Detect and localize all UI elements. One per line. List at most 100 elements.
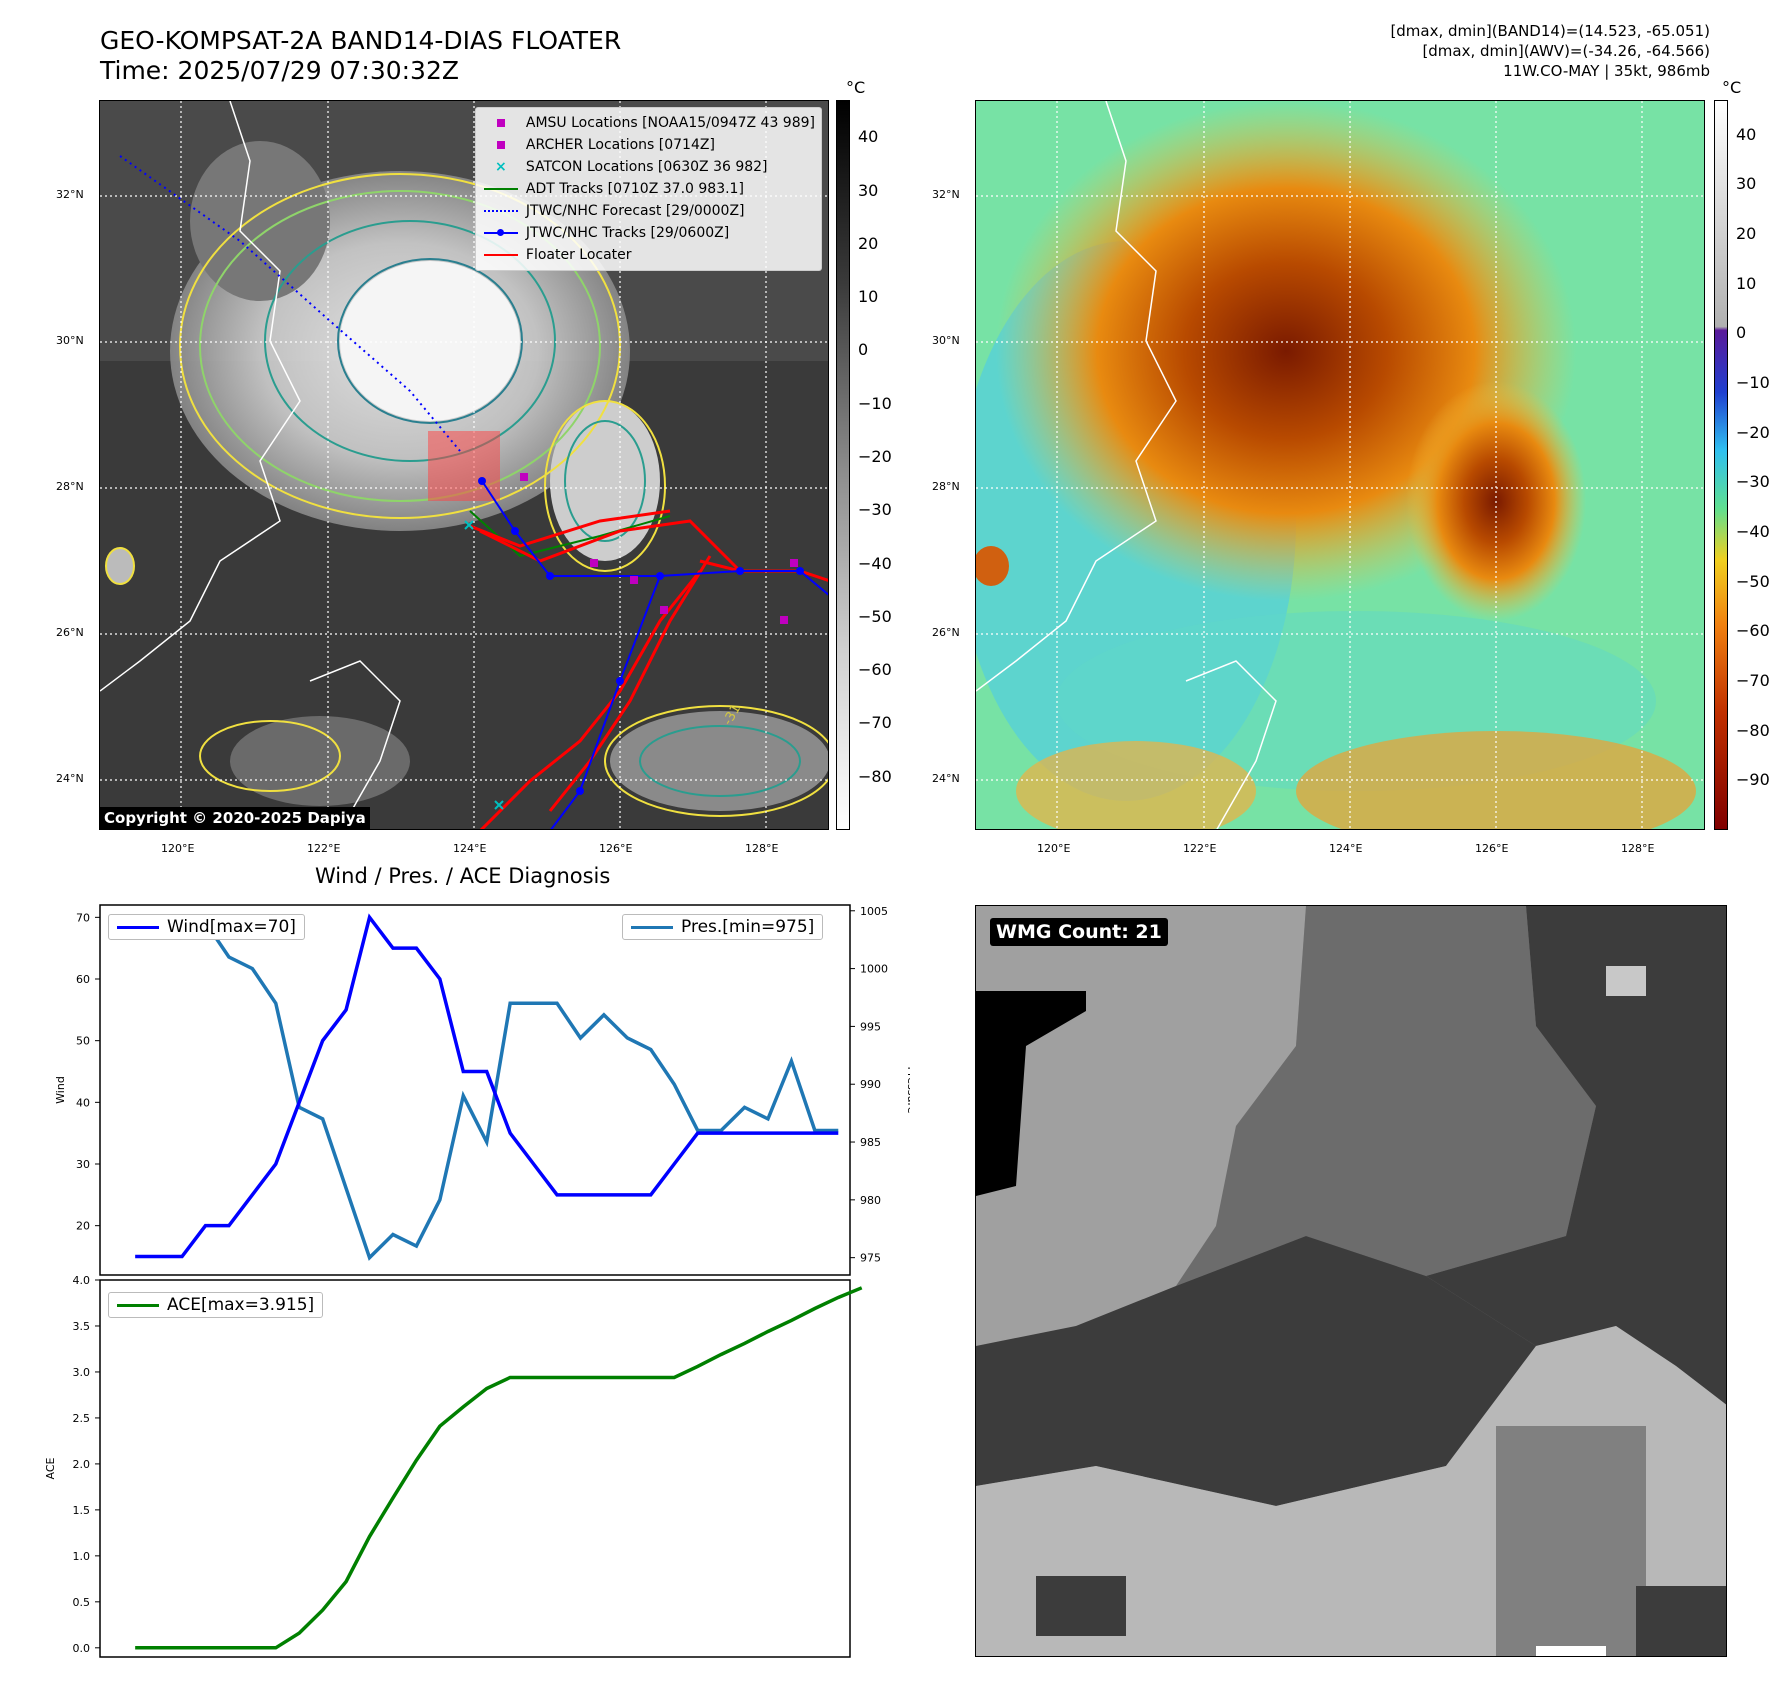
colorbar-tick: 40 — [858, 127, 879, 147]
colorbar-tick: −60 — [1736, 621, 1770, 641]
colorbar-tick: 40 — [1736, 124, 1757, 144]
awv-stats: [dmax, dmin](AWV)=(-34.26, -64.566) — [1422, 42, 1710, 60]
awv-colorbar-unit: °C — [1722, 78, 1742, 97]
colorbar-tick: −10 — [858, 393, 892, 413]
track-legend: AMSU Locations [NOAA15/0947Z 43 989] ARC… — [474, 107, 822, 271]
pressure-series-line — [135, 920, 839, 1261]
colorbar-tick: 0 — [1736, 323, 1747, 343]
colorbar-tick: −70 — [1736, 671, 1770, 691]
colorbar-tick: −30 — [1736, 472, 1770, 492]
awv-lat-tick: 28°N — [932, 480, 960, 493]
awv-lat-tick: 30°N — [932, 334, 960, 347]
legend-floater: Floater Locater — [482, 244, 815, 266]
colorbar-tick: −40 — [1736, 522, 1770, 542]
colorbar-tick: −60 — [858, 660, 892, 680]
awv-lon-tick: 120°E — [1037, 842, 1071, 855]
ace-axis-label: ACE — [44, 1457, 57, 1479]
pressure-legend: Pres.[min=975] — [622, 914, 824, 940]
band14-stats: [dmax, dmin](BAND14)=(14.523, -65.051) — [1390, 22, 1710, 40]
pressure-tick-label: 975 — [860, 1252, 881, 1265]
ir-lon-tick: 122°E — [307, 842, 341, 855]
copyright-label: Copyright © 2020-2025 Dapiya — [100, 807, 370, 829]
ir-lon-tick: 128°E — [745, 842, 779, 855]
plot-frame — [99, 1279, 851, 1658]
pressure-tick-label: 1005 — [860, 905, 888, 918]
legend-forecast: JTWC/NHC Forecast [29/0000Z] — [482, 200, 815, 222]
pressure-axis-label: Pressure — [905, 1067, 910, 1114]
legend-adt: ADT Tracks [0710Z 37.0 983.1] — [482, 178, 815, 200]
colorbar-tick: 0 — [858, 340, 869, 360]
awv-lat-tick: 24°N — [932, 772, 960, 785]
ir-lon-tick: 120°E — [161, 842, 195, 855]
wind-legend: Wind[max=70] — [108, 914, 305, 940]
wind-tick-label: 50 — [76, 1035, 90, 1048]
awv-map-panel — [975, 100, 1705, 830]
wind-pressure-chart: 20 30 40 50 60 70 975 980 985 990 995 1000 1005 Wind P… — [54, 904, 910, 1276]
wind-tick-label: 60 — [76, 973, 90, 986]
ir-lat-tick: 26°N — [56, 626, 84, 639]
figure-time: Time: 2025/07/29 07:30:32Z — [100, 56, 459, 85]
legend-satcon: × SATCON Locations [0630Z 36 982] — [495, 159, 768, 175]
colorbar-tick: −50 — [1736, 571, 1770, 591]
ace-tick-label: 0.5 — [73, 1596, 91, 1609]
ace-tick-label: 1.5 — [73, 1504, 91, 1517]
wmg-panel: WMG Count: 21 — [975, 905, 1727, 1657]
colorbar-tick: −70 — [858, 713, 892, 733]
ir-colorbar-unit: °C — [846, 78, 866, 97]
ace-tick-label: 1.0 — [73, 1550, 91, 1563]
colorbar-tick: 20 — [1736, 224, 1757, 244]
colorbar-tick: 20 — [858, 233, 879, 253]
colorbar-tick: −20 — [858, 447, 892, 466]
ir-lat-tick: 30°N — [56, 334, 84, 347]
plot-frame — [99, 904, 851, 1276]
ir-lon-tick: 126°E — [599, 842, 633, 855]
colorbar-tick: −40 — [858, 553, 892, 573]
awv-map-image — [976, 101, 1704, 829]
legend-archer: ARCHER Locations [0714Z] — [482, 134, 815, 156]
storm-info: 11W.CO-MAY | 35kt, 986mb — [1503, 62, 1710, 80]
awv-lat-tick: 26°N — [932, 626, 960, 639]
colorbar-tick: 10 — [858, 287, 879, 307]
ir-map-panel: -31 Copyright © 2020-2025 Dapiya AMSU Lo… — [99, 100, 829, 830]
ace-tick-label: 2.5 — [73, 1412, 91, 1425]
awv-lon-tick: 122°E — [1183, 842, 1217, 855]
ace-series-line — [135, 1286, 863, 1650]
pressure-tick-label: 980 — [860, 1194, 881, 1207]
ace-tick-label: 4.0 — [73, 1274, 91, 1287]
pressure-tick-label: 1000 — [860, 963, 888, 976]
wmg-image — [976, 906, 1726, 1656]
colorbar-tick: 30 — [1736, 174, 1757, 194]
ace-tick-label: 3.0 — [73, 1366, 91, 1379]
ace-tick-label: 0.0 — [73, 1642, 91, 1655]
ir-lat-tick: 24°N — [56, 772, 84, 785]
diagnosis-title: Wind / Pres. / ACE Diagnosis — [315, 864, 611, 888]
colorbar-tick: 10 — [1736, 273, 1757, 293]
colorbar-tick: −90 — [1736, 770, 1770, 790]
awv-lat-tick: 32°N — [932, 188, 960, 201]
legend-tracks: JTWC/NHC Tracks [29/0600Z] — [482, 222, 815, 244]
pressure-tick-label: 990 — [860, 1078, 881, 1091]
colorbar-tick: 30 — [858, 180, 879, 200]
colorbar-tick: −30 — [858, 500, 892, 520]
colorbar-tick: −10 — [1736, 373, 1770, 393]
wmg-count-label: WMG Count: 21 — [990, 918, 1168, 946]
awv-lon-tick: 124°E — [1329, 842, 1363, 855]
wind-tick-label: 30 — [76, 1158, 90, 1171]
ir-lat-tick: 28°N — [56, 480, 84, 493]
ir-lat-tick: 32°N — [56, 188, 84, 201]
wind-series-line — [135, 913, 839, 1259]
wind-tick-label: 70 — [76, 911, 90, 924]
awv-lon-tick: 128°E — [1621, 842, 1655, 855]
awv-colorbar — [1714, 100, 1728, 830]
ace-tick-label: 2.0 — [73, 1458, 91, 1471]
awv-lon-tick: 126°E — [1475, 842, 1509, 855]
colorbar-tick: −80 — [858, 766, 892, 786]
ir-lon-tick: 124°E — [453, 842, 487, 855]
pressure-tick-label: 995 — [860, 1020, 881, 1033]
colorbar-tick: −80 — [1736, 720, 1770, 740]
wind-tick-label: 20 — [76, 1220, 90, 1233]
ace-tick-label: 3.5 — [73, 1320, 91, 1333]
pressure-tick-label: 985 — [860, 1136, 881, 1149]
wind-tick-label: 40 — [76, 1096, 90, 1109]
ace-chart: 0.0 0.5 1.0 1.5 2.0 2.5 3.0 3.5 4.0 ACE — [44, 1274, 863, 1658]
